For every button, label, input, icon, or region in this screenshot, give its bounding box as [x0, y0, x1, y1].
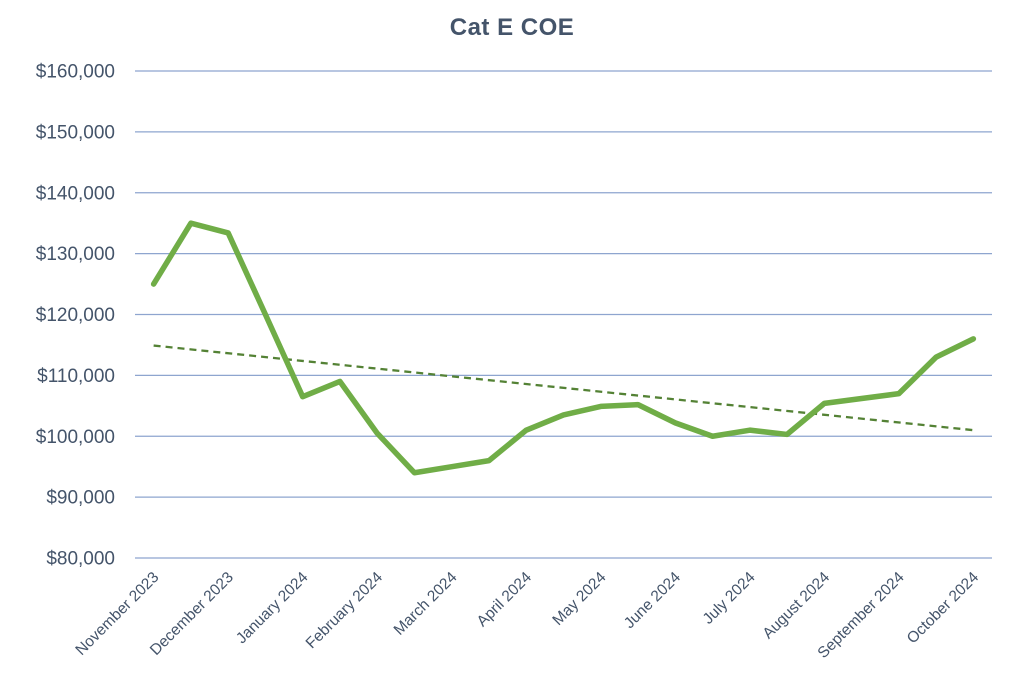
x-axis-tick-label: July 2024	[700, 569, 759, 628]
y-axis-tick-label: $120,000	[36, 305, 115, 326]
x-axis-tick-label: June 2024	[621, 569, 684, 632]
y-axis-tick-label: $110,000	[37, 366, 115, 387]
x-axis-tick-label: January 2024	[233, 569, 312, 648]
y-axis-tick-label: $150,000	[36, 122, 115, 143]
trend-line	[153, 344, 974, 432]
y-axis-tick-label: $100,000	[36, 427, 115, 448]
x-axis-tick-label: April 2024	[474, 569, 536, 631]
y-axis-tick-label: $80,000	[46, 549, 115, 570]
x-axis-tick-label: October 2024	[904, 569, 983, 648]
x-axis-tick-label: May 2024	[549, 569, 609, 629]
y-axis-tick-label: $160,000	[36, 62, 115, 83]
y-axis-tick-label: $90,000	[46, 488, 115, 509]
chart-title: Cat E COE	[449, 14, 575, 41]
y-axis-tick-label: $130,000	[36, 244, 115, 265]
coe-price-line	[150, 220, 977, 476]
y-axis-tick-label: $140,000	[36, 183, 115, 204]
x-axis-tick-label: August 2024	[760, 569, 834, 643]
x-axis-tick-label: March 2024	[391, 569, 461, 639]
x-axis-tick-label: February 2024	[303, 569, 387, 653]
